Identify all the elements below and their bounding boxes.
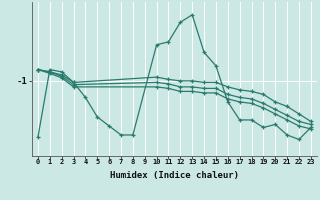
X-axis label: Humidex (Indice chaleur): Humidex (Indice chaleur) (110, 171, 239, 180)
